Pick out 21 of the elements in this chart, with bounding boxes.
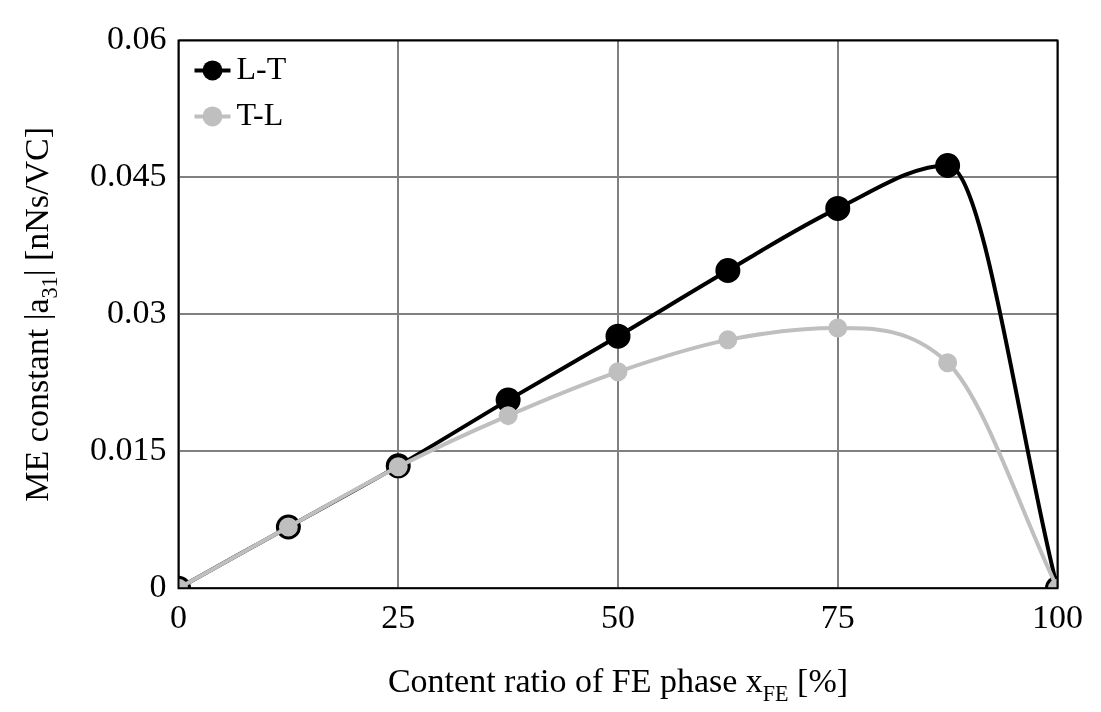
x-tick-label: 50 bbox=[601, 597, 635, 635]
y-tick-label: 0.045 bbox=[90, 156, 167, 194]
point bbox=[938, 353, 958, 373]
y-tick-label: 0.015 bbox=[90, 430, 167, 468]
x-tick-label: 75 bbox=[820, 597, 855, 635]
x-tick-label: 25 bbox=[381, 597, 416, 635]
y-axis-title: ME constant |a31| [nNs/VC] bbox=[18, 126, 62, 502]
point bbox=[608, 362, 628, 382]
point bbox=[828, 318, 848, 338]
y-tick-label: 0.03 bbox=[107, 293, 167, 331]
y-tick-label: 0.06 bbox=[107, 19, 167, 57]
point bbox=[718, 330, 738, 350]
point bbox=[498, 406, 518, 426]
y-tick-label: 0 bbox=[149, 567, 167, 605]
point bbox=[825, 195, 851, 221]
legend-label: T-L bbox=[236, 95, 284, 132]
x-tick-label: 100 bbox=[1032, 597, 1083, 635]
point bbox=[605, 323, 631, 349]
point bbox=[715, 257, 741, 283]
legend-label: L-T bbox=[236, 49, 287, 86]
point bbox=[935, 152, 961, 178]
